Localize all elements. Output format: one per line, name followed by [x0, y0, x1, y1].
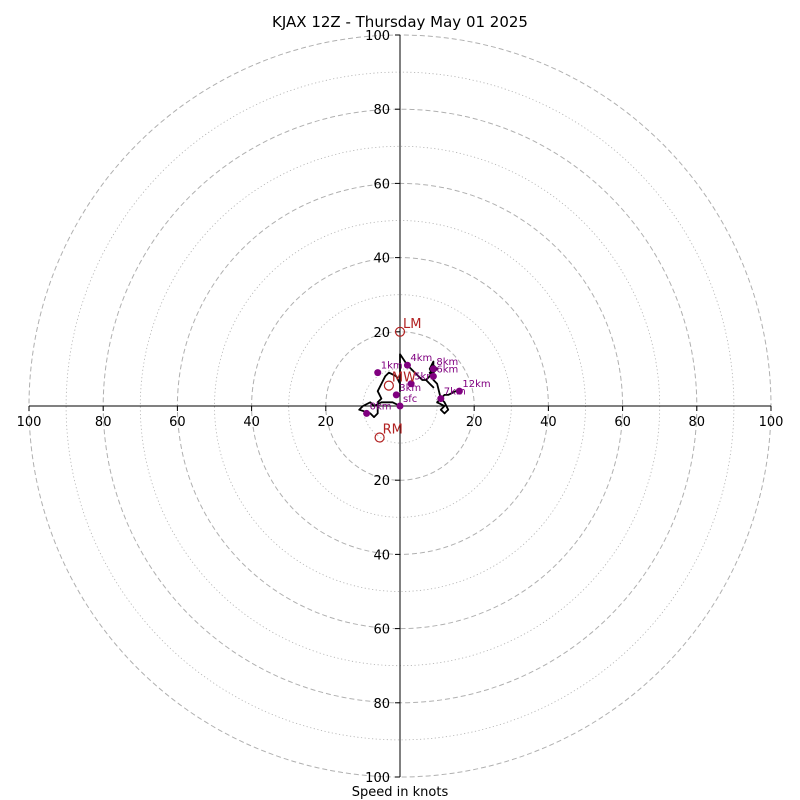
motion-marker-label: MW [392, 371, 416, 386]
height-marker-label: 12km [462, 379, 490, 390]
y-tick-labels: 100 80 60 40 20 20 40 60 80 100 [365, 29, 400, 786]
x-tick-label: 40 [540, 415, 557, 430]
y-tick-label: 80 [373, 697, 390, 712]
y-tick-label: 40 [373, 548, 390, 563]
height-marker-label: 7km [444, 387, 466, 398]
height-marker-dot [407, 380, 415, 388]
height-marker-dot [374, 369, 382, 377]
height-marker-dot [437, 395, 445, 403]
x-axis-label: Speed in knots [352, 785, 449, 800]
height-marker-label: 3km [399, 383, 421, 394]
motion-marker-circle [394, 326, 406, 337]
height-marker-label: 8km [436, 357, 458, 368]
x-tick-label: 80 [689, 415, 706, 430]
height-marker-dot [455, 387, 463, 395]
hodograph-line [358, 353, 460, 419]
motion-marker-circle [383, 380, 394, 391]
y-tick-label: 80 [373, 103, 390, 118]
height-marker-dot [429, 372, 437, 380]
height-marker-dot [403, 361, 411, 369]
x-tick-label: 20 [466, 415, 483, 430]
height-marker-label: 0km [370, 401, 392, 412]
height-marker-label: 1km [381, 361, 403, 372]
x-tick-label: 60 [614, 415, 631, 430]
height-marker-dot [396, 402, 404, 410]
height-marker-label: sfc [403, 394, 417, 405]
x-tick-label: 20 [318, 415, 335, 430]
x-tick-label: 80 [95, 415, 112, 430]
x-tick-labels: 100 80 60 40 20 20 40 60 80 100 [17, 406, 784, 430]
motion-marker-circle [374, 432, 385, 443]
storm-motion-markers: LM RM MW [374, 317, 421, 443]
height-marker-dot [429, 365, 437, 373]
height-marker-dot [363, 409, 371, 417]
y-tick-label: 40 [373, 252, 390, 267]
y-tick-label: 20 [373, 474, 390, 489]
x-tick-label: 100 [759, 415, 784, 430]
x-tick-label: 100 [17, 415, 42, 430]
motion-marker-label: LM [403, 317, 421, 332]
hodograph-trace [358, 353, 460, 419]
y-tick-label: 100 [365, 771, 390, 786]
height-marker-dot [392, 391, 400, 399]
height-marker-label: 5km [414, 372, 436, 383]
height-marker-label: 6km [436, 364, 458, 375]
y-tick-label: 100 [365, 29, 390, 44]
chart-title: KJAX 12Z - Thursday May 01 2025 [272, 13, 528, 31]
y-tick-label: 60 [373, 177, 390, 192]
y-tick-label: 60 [373, 623, 390, 638]
height-marker-label: 4km [410, 353, 432, 364]
x-tick-label: 40 [243, 415, 260, 430]
y-tick-label: 20 [373, 326, 390, 341]
x-tick-label: 60 [169, 415, 186, 430]
motion-marker-label: RM [383, 423, 403, 438]
